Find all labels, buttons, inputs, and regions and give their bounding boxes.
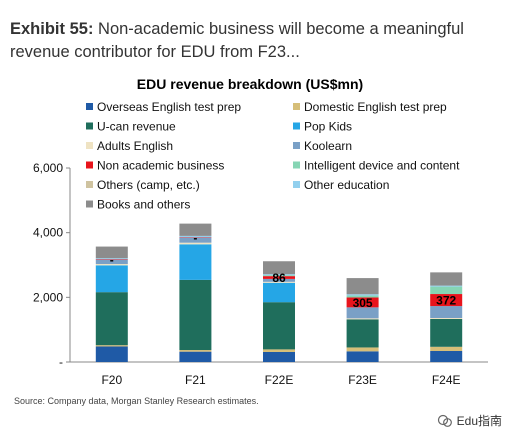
bar-f20-overseas-english-test-prep [95,346,128,362]
legend-label-overseas-english-test-prep: Overseas English test prep [97,100,241,114]
bar-f23e-non-academic-business [346,297,379,308]
bar-f23e-domestic-english-test-prep [346,347,379,352]
bar-f21-domestic-english-test-prep [179,350,212,352]
exhibit-text: Non-academic business will become a mean… [10,20,464,61]
legend-label-books-and-others: Books and others [97,198,190,212]
bar-f21-books-and-others [179,223,212,236]
legend-swatch-others-camp-etc [86,181,93,188]
bar-f21-other-education [179,235,212,238]
x-tick-label: F22E [265,373,294,387]
exhibit-caption: Exhibit 55: Non-academic business will b… [10,18,506,64]
legend-swatch-books-and-others [86,200,93,208]
chart-legend: Overseas English test prep Domestic Engli… [86,100,460,212]
data-label-f24e: 372 [436,294,456,308]
data-label-f20: - [110,253,114,267]
watermark: Edu指南 [437,412,502,429]
y-tick-label: - [59,355,63,369]
x-tick-label: F24E [432,373,461,387]
bar-f22e-books-and-others [263,261,295,275]
bar-f20-domestic-english-test-prep [95,345,128,347]
data-label-f22e: 86 [272,271,286,285]
x-tick-label: F20 [101,373,122,387]
y-tick-label: 4,000 [33,226,63,240]
data-label-f21: - [193,231,197,245]
bar-f21-koolearn [179,237,212,243]
legend-swatch-u-can-revenue [86,122,93,130]
legend-label-koolearn: Koolearn [304,139,352,153]
bar-f21-adults-english [179,242,212,245]
bar-f22e-koolearn [263,278,295,282]
data-label-f23e: 305 [353,296,373,310]
bar-f22e-non-academic-business [263,276,295,279]
watermark-text: Edu指南 [456,414,502,428]
wechat-icon [437,414,452,427]
bar-f21-non-academic-business [179,237,212,238]
x-axis-labels: F20 F21 F22E F23E F24E [101,373,460,387]
data-labels: - - 86 305 372 [110,231,457,310]
legend-label-others-camp-etc: Others (camp, etc.) [97,178,200,192]
bar-f23e-adults-english [346,318,379,320]
bar-f22e-other-education [263,274,295,276]
bar-f24e-overseas-english-test-prep [430,351,463,362]
legend-label-other-education: Other education [304,178,389,192]
bar-f24e-other-education [430,285,463,287]
bar-f24e-koolearn [430,306,463,319]
legend-swatch-non-academic-business [86,161,93,169]
bar-f24e-domestic-english-test-prep [430,346,463,352]
bar-f22e-pop-kids [263,282,295,303]
bar-f21-u-can-revenue [179,279,212,351]
bar-f24e-adults-english [430,318,463,319]
bar-f22e-adults-english [263,281,295,283]
legend-swatch-overseas-english-test-prep [86,103,93,110]
y-tick-label: 2,000 [33,290,63,304]
legend-swatch-domestic-english-test-prep [293,103,300,110]
bar-f20-non-academic-business [95,259,128,261]
bar-stacks [95,223,463,362]
bar-f24e-books-and-others [430,272,463,286]
bar-f24e-non-academic-business [430,294,463,307]
chart-title: EDU revenue breakdown (US$mn) [137,76,363,92]
bar-f24e-u-can-revenue [430,318,463,347]
y-tick-label: 6,000 [33,161,63,175]
legend-swatch-adults-english [86,142,93,149]
source-note: Source: Company data, Morgan Stanley Res… [14,396,259,406]
legend-swatch-intelligent-device-and-content [293,161,300,169]
bar-f20-adults-english [95,264,128,266]
legend-swatch-pop-kids [293,122,300,130]
legend-label-intelligent-device-and-content: Intelligent device and content [304,159,460,173]
bar-f22e-overseas-english-test-prep [263,351,295,362]
bar-f22e-u-can-revenue [263,302,295,350]
y-axis: - 2,000 4,000 6,000 [33,161,488,369]
bar-f20-u-can-revenue [95,292,128,346]
legend-label-domestic-english-test-prep: Domestic English test prep [304,100,447,114]
bar-f23e-koolearn [346,307,379,319]
bar-f21-pop-kids [179,244,212,280]
bar-f20-other-education [95,258,128,260]
bar-f23e-overseas-english-test-prep [346,351,379,362]
legend-label-adults-english: Adults English [97,139,173,153]
legend-label-non-academic-business: Non academic business [97,159,224,173]
legend-label-pop-kids: Pop Kids [304,120,352,134]
bar-f23e-u-can-revenue [346,319,379,348]
legend-swatch-koolearn [293,142,300,149]
legend-label-u-can-revenue: U-can revenue [97,120,176,134]
bar-f24e-intelligent-device-and-content [430,286,463,295]
x-tick-label: F21 [185,373,206,387]
exhibit-label: Exhibit 55: [10,20,94,38]
bar-f23e-intelligent-device-and-content [346,295,379,298]
x-tick-label: F23E [348,373,377,387]
bar-f20-pop-kids [95,265,128,293]
bar-f20-koolearn [95,259,128,265]
bar-f22e-domestic-english-test-prep [263,349,295,352]
bar-f21-overseas-english-test-prep [179,351,212,362]
bar-f22e-intelligent-device-and-content [263,275,295,277]
bar-f23e-other-education [346,294,379,296]
bar-f20-books-and-others [95,246,128,259]
legend-swatch-other-education [293,181,300,188]
bar-f23e-books-and-others [346,278,379,295]
